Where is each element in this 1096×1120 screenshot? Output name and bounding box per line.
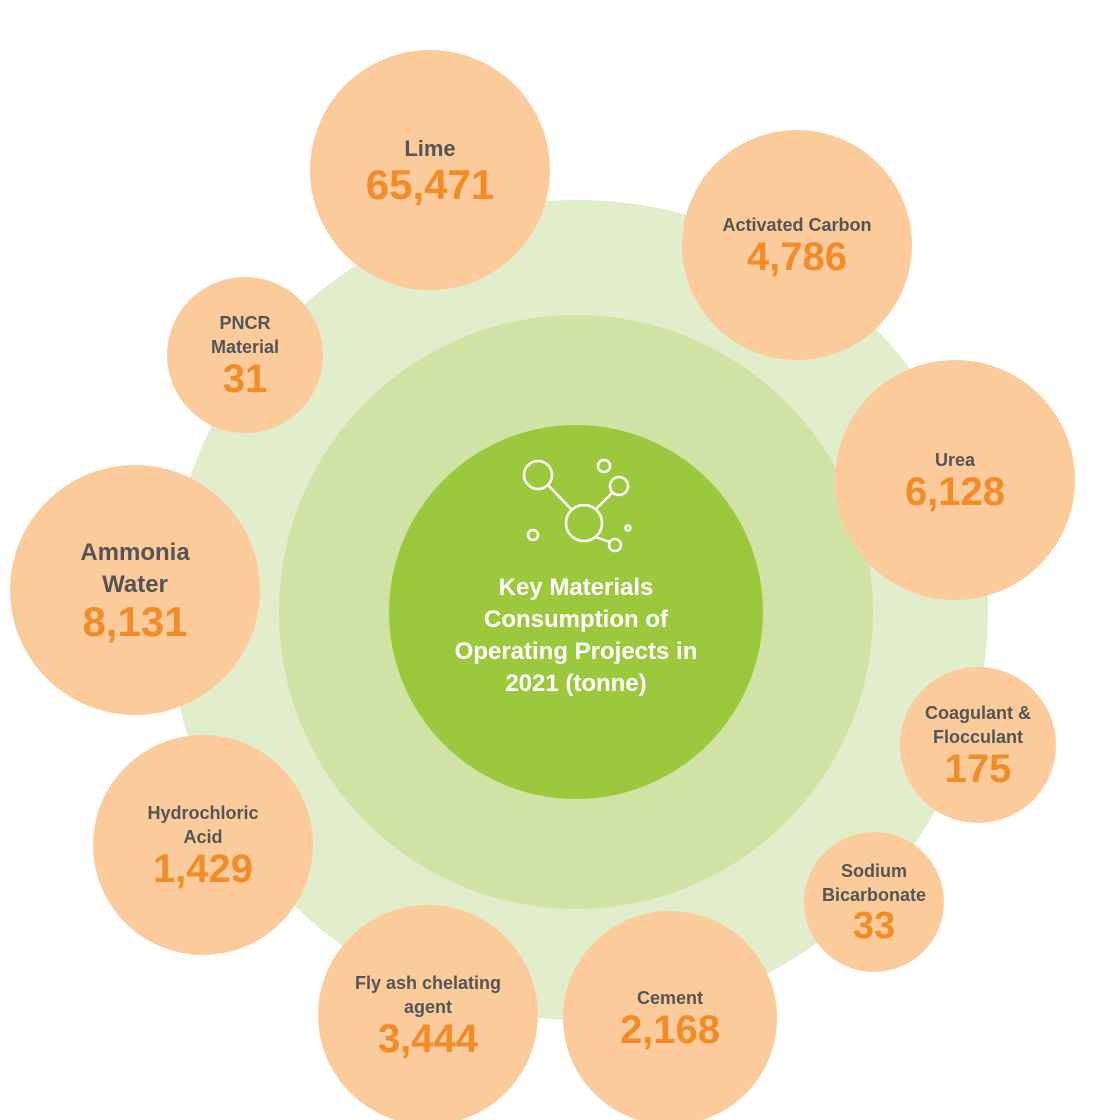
material-label: Sodium Bicarbonate xyxy=(821,860,927,905)
material-value: 8,131 xyxy=(82,598,188,646)
material-value: 3,444 xyxy=(377,1017,479,1062)
material-bubble: Activated Carbon 4,786 xyxy=(682,130,912,360)
material-value: 65,471 xyxy=(365,160,495,208)
material-value: 31 xyxy=(222,357,268,402)
material-value: 33 xyxy=(852,905,896,948)
material-bubble: Urea 6,128 xyxy=(835,360,1075,600)
material-label: Hydrochloric Acid xyxy=(147,802,259,847)
material-value: 175 xyxy=(944,747,1012,792)
center-title: Key Materials Consumption of Operating P… xyxy=(454,574,698,697)
material-label: Activated Carbon xyxy=(722,214,872,235)
material-bubble: Coagulant & Flocculant 175 xyxy=(900,667,1056,823)
material-label: Ammonia Water xyxy=(80,538,190,598)
material-bubble: PNCR Material 31 xyxy=(167,277,323,433)
material-bubble: Cement 2,168 xyxy=(563,911,777,1120)
material-bubble: Fly ash chelating agent 3,444 xyxy=(318,905,538,1120)
material-value: 4,786 xyxy=(746,235,848,280)
molecule-icon xyxy=(522,458,632,553)
material-label: Urea xyxy=(934,449,976,470)
material-label: Fly ash chelating agent xyxy=(354,972,502,1017)
material-bubble: Sodium Bicarbonate 33 xyxy=(804,832,944,972)
material-bubble: Lime 65,471 xyxy=(310,50,550,290)
material-label: Cement xyxy=(636,987,703,1008)
material-label: Lime xyxy=(404,136,456,162)
material-bubble: Hydrochloric Acid 1,429 xyxy=(93,735,313,955)
material-value: 1,429 xyxy=(152,847,254,892)
material-label: PNCR Material xyxy=(210,312,280,357)
material-bubble: Ammonia Water 8,131 xyxy=(10,465,260,715)
center-circle xyxy=(389,425,763,799)
material-label: Coagulant & Flocculant xyxy=(925,702,1031,747)
material-value: 2,168 xyxy=(619,1008,721,1053)
material-value: 6,128 xyxy=(904,470,1006,515)
